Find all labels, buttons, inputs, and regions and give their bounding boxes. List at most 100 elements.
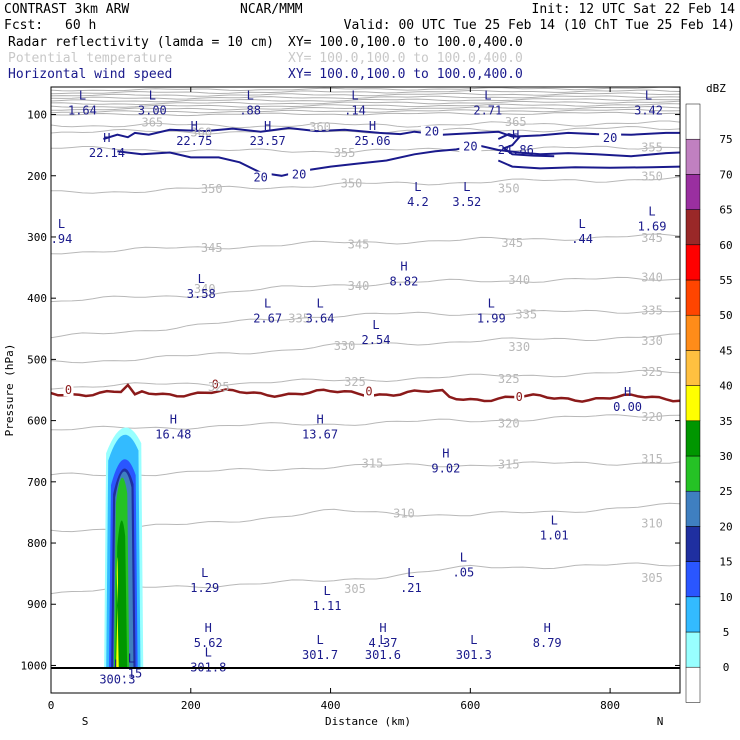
- extremum-value: .15: [121, 666, 143, 680]
- colorbar-box: [685, 666, 701, 703]
- extremum-marker: L: [460, 550, 467, 564]
- theta-labels: 365 360 360 365 355 355 350 350 350 350 345 345 345 3…: [141, 115, 662, 596]
- theta-label: 315: [498, 458, 520, 472]
- extremum-value: 3.00: [138, 103, 167, 117]
- theta-label: 355: [334, 146, 356, 160]
- wind-contour-label: 20: [603, 131, 617, 145]
- y-tick-label: 200: [27, 170, 47, 183]
- theta-label: 325: [344, 375, 366, 389]
- extremum-marker: L: [264, 296, 271, 310]
- extremum-marker: L: [316, 633, 323, 647]
- colorbar-label: 30: [719, 450, 732, 463]
- extremum-marker: L: [579, 217, 586, 231]
- theta-contour-line: [51, 95, 680, 100]
- extremum-marker: H: [624, 385, 631, 399]
- extremum-value: .05: [453, 565, 475, 579]
- theta-label: 350: [498, 182, 520, 196]
- y-tick-label: 900: [27, 598, 47, 611]
- colorbar-label: 65: [719, 204, 732, 217]
- freezing-level-contour: 0 0 0 0: [51, 378, 680, 404]
- extremum-value: .88: [239, 103, 261, 117]
- theta-label: 360: [309, 120, 331, 134]
- theta-contour-line: [51, 98, 680, 103]
- extremum-marker: L: [316, 296, 323, 310]
- wind-label-bg: [288, 168, 311, 181]
- theta-label: 325: [641, 365, 663, 379]
- theta-contour-line: [51, 92, 680, 97]
- wind-contour-label: 20: [425, 125, 439, 139]
- theta-contour-335: [51, 309, 680, 339]
- colorbar-label: 0: [723, 661, 730, 674]
- init-time: Init: 12 UTC Sat 22 Feb 14: [532, 2, 736, 17]
- extremum-value: .21: [400, 581, 422, 595]
- theta-label: 305: [641, 571, 663, 585]
- theta-contour-line: [51, 108, 680, 114]
- extremum-value: 5.62: [194, 636, 223, 650]
- theta-label: 345: [348, 237, 370, 251]
- theta-label: 335: [641, 303, 663, 317]
- extremum-value: 24.86: [498, 143, 534, 157]
- colorbar-box: [685, 631, 701, 668]
- theta-label: 315: [641, 452, 663, 466]
- extremum-marker: L: [149, 88, 156, 102]
- extremum-value: 301.3: [456, 648, 492, 662]
- field-xy-reflectivity: XY= 100.0,100.0 to 100.0,400.0: [288, 35, 523, 50]
- extremum-marker: H: [205, 621, 212, 635]
- theta-contour-line: [51, 103, 680, 108]
- extremum-value: 1.11: [313, 599, 342, 613]
- colorbar-box: [685, 103, 701, 140]
- theta-contour-315: [51, 461, 680, 477]
- theta-contour-line: [51, 87, 680, 92]
- colorbar-box: [685, 314, 701, 351]
- y-tick-label: 1000: [21, 659, 48, 672]
- wind-label-bg: [599, 131, 622, 144]
- valid-time: Valid: 00 UTC Tue 25 Feb 14 (10 ChT Tue …: [344, 18, 735, 33]
- extremum-value: 8.82: [389, 275, 418, 289]
- freezing-label-bg: [63, 385, 74, 397]
- theta-label: 340: [641, 270, 663, 284]
- freezing-label-bg: [514, 391, 525, 403]
- theta-contour-320: [51, 414, 680, 431]
- extremum-marker: L: [379, 633, 386, 647]
- colorbar-box: [685, 244, 701, 281]
- theta-label: 345: [501, 236, 523, 250]
- extremum-marker: H: [264, 119, 271, 133]
- extremum-marker: L: [470, 633, 477, 647]
- theta-label: 310: [641, 516, 663, 530]
- freezing-level-label: 0: [212, 378, 219, 392]
- extremum-marker: L: [484, 88, 491, 102]
- extremum-value: 16.48: [155, 428, 191, 442]
- extremum-value: 13.67: [302, 428, 338, 442]
- colorbar-label: 75: [719, 133, 732, 146]
- theta-contour-360: [51, 125, 680, 135]
- extremum-marker: H: [512, 128, 519, 142]
- extremum-marker: L: [247, 88, 254, 102]
- theta-label: 340: [508, 273, 530, 287]
- colorbar-label: 15: [719, 556, 732, 569]
- field-name-wind: Horizontal wind speed: [8, 67, 172, 82]
- freezing-label-bg: [210, 379, 221, 391]
- theta-contour-345: [51, 233, 680, 255]
- extremum-marker: L: [205, 645, 212, 659]
- extremum-marker: H: [369, 119, 376, 133]
- theta-label: 330: [334, 339, 356, 353]
- extremum-value: 8.79: [533, 636, 562, 650]
- fcst-label: Fcst:: [4, 18, 43, 33]
- direction-north: N: [657, 715, 664, 728]
- colorbar-box: [685, 455, 701, 492]
- x-tick-label: 200: [181, 699, 201, 712]
- theta-label: 355: [641, 141, 663, 155]
- colorbar-label: 50: [719, 309, 732, 322]
- reflectivity-band-7: [115, 557, 119, 669]
- extremum-marker: L: [58, 217, 65, 231]
- extremum-value: 22.14: [89, 146, 125, 160]
- theta-contour-line: [51, 105, 680, 111]
- plot-frame: [50, 86, 681, 694]
- extremum-marker: L: [372, 318, 379, 332]
- colorbar-label: 25: [719, 485, 732, 498]
- x-tick-label: 600: [460, 699, 480, 712]
- extremum-value: 301.6: [365, 648, 401, 662]
- extremum-value: 3.42: [634, 103, 663, 117]
- freezing-level-label: 0: [65, 383, 72, 397]
